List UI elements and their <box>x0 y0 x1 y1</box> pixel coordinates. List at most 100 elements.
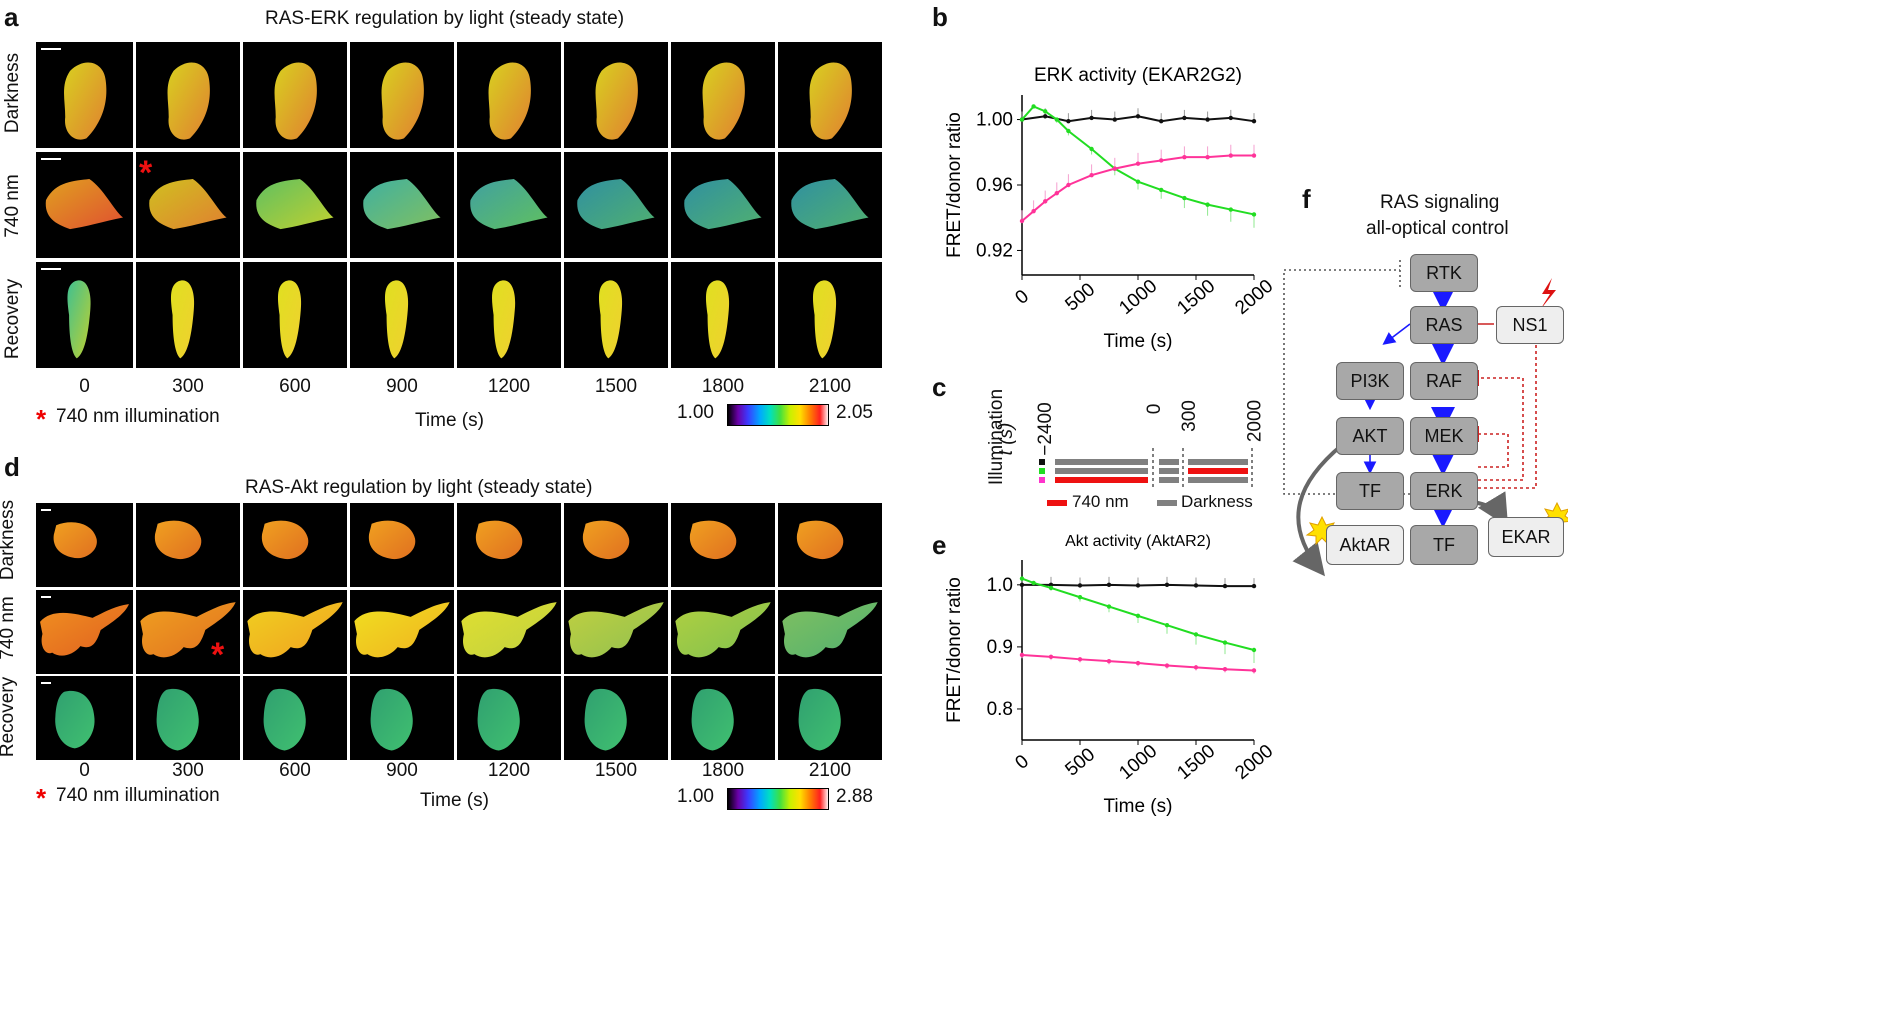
chart-1-xtick-label-2: 1000 <box>1115 741 1161 784</box>
chart-0-s1-point-9 <box>1182 195 1187 201</box>
panel-c-legend-gray: Darkness <box>1181 492 1253 511</box>
chart-1-title: Akt activity (AktAR2) <box>1065 533 1211 550</box>
panel-a-illum-star: * <box>36 404 47 434</box>
panel-d-cell-shape-r0-c4 <box>475 520 523 560</box>
panel-d-cell-shape-r0-c5 <box>582 520 630 560</box>
panel-a-tile-r0-c0 <box>36 42 133 148</box>
chart-1-s2-point-3 <box>1106 658 1112 664</box>
chart-0-s2-point-10 <box>1205 154 1210 160</box>
panel-a-cell-shape-r0-c1 <box>167 62 210 140</box>
panel-d-cell-shape-r1-c6 <box>675 602 771 658</box>
panel-a-cell-shape-r0-c5 <box>595 62 638 140</box>
chart-0-s1-point-5 <box>1089 146 1094 152</box>
panel-d-cbar-min: 1.00 <box>677 786 714 807</box>
chart-1-xtick-label-3: 1500 <box>1173 741 1219 784</box>
chart-1-ylabel: FRET/donor ratio <box>944 577 965 723</box>
panel-a-time-label: Time (s) <box>415 410 484 431</box>
chart-1-s1-point-5 <box>1135 613 1141 619</box>
panel-a-tick-2: 600 <box>279 376 311 397</box>
panel-a-tile-r1-c3 <box>350 152 454 258</box>
panel-d-tile-r0-c4 <box>457 503 561 587</box>
chart-1-s1-point-3 <box>1077 595 1083 600</box>
chart-0-s1-point-3 <box>1054 117 1059 122</box>
panel-a-cell-shape-r1-c5 <box>577 178 655 230</box>
erk-activity-chart: ERK activity (EKAR2G2)0 500 1000 1500 20000.… <box>944 65 1277 352</box>
panel-d-tile-r1-c1 <box>136 590 240 674</box>
chart-0-s2-point-11 <box>1228 153 1233 158</box>
panel-a-tile-r1-c2 <box>243 152 347 258</box>
chart-0-s0-point-7 <box>1182 115 1187 121</box>
panel-d-scalebar-r1 <box>41 596 51 598</box>
panel-a-tile-r2-c7 <box>778 262 882 368</box>
panel-d-tile-r1-c0 <box>36 590 133 674</box>
panel-d-tick-5: 1500 <box>594 760 638 781</box>
panel-a-row-recovery: Recovery <box>2 278 23 360</box>
panel-d-tick-7: 2100 <box>808 760 852 781</box>
chart-1-s1-point-7 <box>1193 632 1199 637</box>
panel-d-tile-r0-c0 <box>36 503 133 587</box>
panel-d-cell-shape-r2-c2 <box>263 688 306 751</box>
panel-d-tick-4: 1200 <box>487 760 531 781</box>
panel-a-tile-r1-c6 <box>671 152 775 258</box>
chart-0-s1-point-2 <box>1043 109 1048 114</box>
panel-d-tile-r1-c2 <box>243 590 347 674</box>
ras-signaling-arrows <box>1283 260 1568 577</box>
chart-0-s2-point-0 <box>1019 218 1025 224</box>
panel-a-tick-1: 300 <box>172 376 204 397</box>
panel-a-cell-shape-r1-c2 <box>256 178 334 230</box>
chart-1-s2-point-5 <box>1164 663 1170 668</box>
chart-1-s2-point-6 <box>1193 665 1199 670</box>
panel-a-tile-r1-c4 <box>457 152 561 258</box>
chart-0-s2-point-7 <box>1135 161 1141 166</box>
chart-0-xtick-label-0: 0 <box>1012 286 1034 309</box>
chart-1-s2-point-4 <box>1135 660 1141 666</box>
chart-1-s2-point-7 <box>1222 667 1228 672</box>
panel-a-tile-r2-c0 <box>36 262 133 368</box>
panel-d-cell-shape-r0-c0 <box>53 522 97 559</box>
panel-d-colorbar <box>727 788 829 810</box>
chart-1-ytick-label-1: 0.9 <box>987 637 1013 658</box>
panel-a-cbar-min: 1.00 <box>677 402 714 423</box>
panel-a-cell-shape-r2-c5 <box>599 280 623 359</box>
panel-a-tile-r1-c5 <box>564 152 668 258</box>
panel-d-row-740: 740 nm <box>0 596 18 660</box>
panel-a-cell-shape-r0-c4 <box>488 62 531 140</box>
panel-a-cell-shape-r2-c2 <box>278 280 302 359</box>
illumination-schedule <box>1039 448 1253 506</box>
chart-0-xlabel: Time (s) <box>1104 331 1173 352</box>
panel-a-cell-shape-r0-c0 <box>64 62 107 140</box>
panel-letter-d: d <box>4 452 20 482</box>
panel-f-title-1: RAS signaling <box>1380 192 1500 213</box>
panel-a-cbar-max: 2.05 <box>836 402 873 423</box>
panel-d-cell-shape-r1-c5 <box>568 602 664 658</box>
panel-d-cell-shape-r1-c1 <box>140 602 236 658</box>
node-tf-left: TF <box>1336 472 1404 510</box>
panel-a-cell-shape-r2-c6 <box>706 280 730 359</box>
chart-0-s2-point-4 <box>1066 182 1071 188</box>
chart-0-s2-point-8 <box>1159 158 1164 163</box>
panel-letter-b: b <box>932 2 948 32</box>
node-aktar: AktAR <box>1326 525 1404 565</box>
chart-0-s2-point-3 <box>1054 190 1059 196</box>
panel-d-tile-r0-c2 <box>243 503 347 587</box>
node-akt: AKT <box>1336 417 1404 455</box>
panel-d-cell-shape-r2-c4 <box>477 688 520 751</box>
panel-c-legend-red: 740 nm <box>1072 492 1129 511</box>
chart-1-s1-point-8 <box>1222 640 1228 645</box>
node-raf: RAF <box>1410 362 1478 400</box>
chart-0-s0-point-10 <box>1251 118 1257 124</box>
panel-a-cell-shape-r0-c6 <box>702 62 745 140</box>
panel-d-row-recovery: Recovery <box>0 676 18 758</box>
chart-0-s1-point-4 <box>1066 128 1071 134</box>
chart-0-s0-point-6 <box>1159 118 1164 124</box>
chart-1-xlabel: Time (s) <box>1104 796 1173 817</box>
panel-a-tile-r2-c3 <box>350 262 454 368</box>
panel-a-cell-shape-r2-c0 <box>67 280 91 359</box>
panel-c-tick-300: 300 <box>1179 400 1200 432</box>
panel-a-tile-r0-c4 <box>457 42 561 148</box>
chart-0-s1-point-1 <box>1031 104 1036 109</box>
panel-d-tile-r2-c4 <box>457 676 561 760</box>
chart-1-s0-point-0 <box>1019 582 1025 588</box>
panel-d-tile-r1-c4 <box>457 590 561 674</box>
panel-a-cell-shape-r0-c3 <box>381 62 424 140</box>
